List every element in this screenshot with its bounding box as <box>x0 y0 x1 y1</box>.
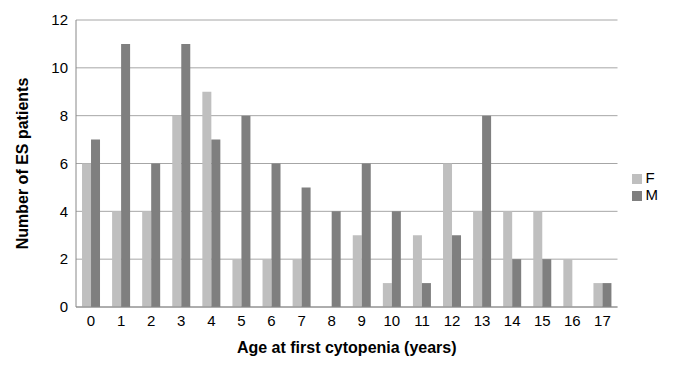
svg-text:17: 17 <box>594 312 611 329</box>
svg-text:4: 4 <box>207 312 215 329</box>
svg-text:3: 3 <box>177 312 185 329</box>
svg-text:4: 4 <box>60 203 68 220</box>
svg-text:12: 12 <box>51 11 68 28</box>
svg-text:6: 6 <box>267 312 275 329</box>
svg-text:Number of ES patients: Number of ES patients <box>14 78 31 250</box>
svg-text:0: 0 <box>87 312 95 329</box>
svg-text:7: 7 <box>297 312 305 329</box>
svg-text:10: 10 <box>51 59 68 76</box>
svg-text:14: 14 <box>504 312 521 329</box>
svg-text:15: 15 <box>534 312 551 329</box>
svg-text:8: 8 <box>328 312 336 329</box>
html-text:F: F <box>645 168 655 186</box>
svg-text:12: 12 <box>444 312 461 329</box>
svg-text:10: 10 <box>384 312 401 329</box>
svg-text:2: 2 <box>147 312 155 329</box>
svg-text:5: 5 <box>237 312 245 329</box>
svg-text:1: 1 <box>117 312 125 329</box>
html-text:M: M <box>645 185 658 203</box>
svg-text:9: 9 <box>358 312 366 329</box>
svg-text:8: 8 <box>60 107 68 124</box>
svg-text:6: 6 <box>60 155 68 172</box>
svg-text:13: 13 <box>474 312 491 329</box>
svg-text:Age at first cytopenia (years): Age at first cytopenia (years) <box>237 339 457 356</box>
svg-text:0: 0 <box>60 298 68 315</box>
svg-text:16: 16 <box>564 312 581 329</box>
svg-text:2: 2 <box>60 250 68 267</box>
svg-text:11: 11 <box>414 312 430 329</box>
